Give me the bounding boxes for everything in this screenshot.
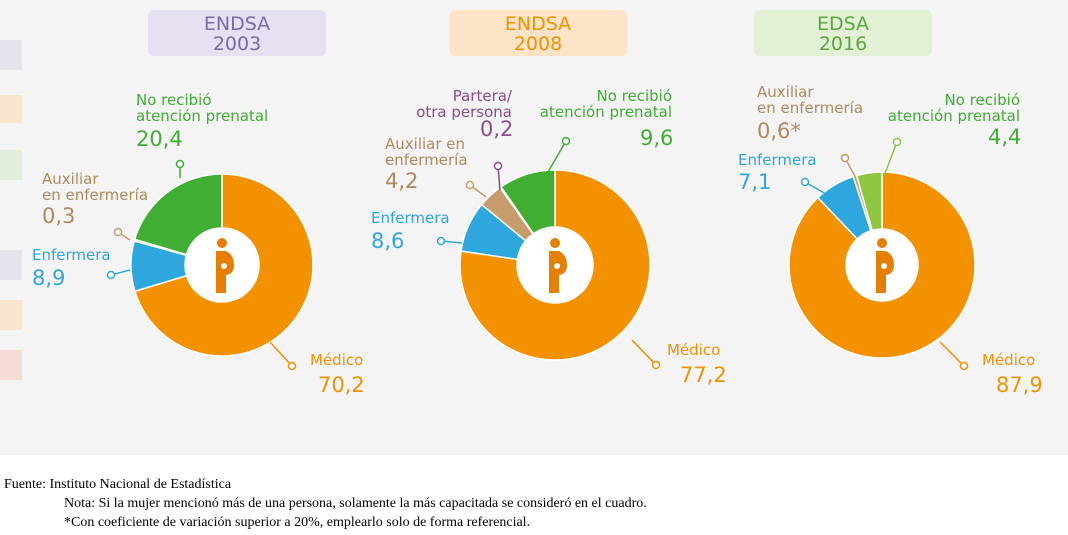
label-enfermera-2016: Enfermera: [738, 151, 817, 169]
badge-title-line2: 2008: [513, 33, 563, 55]
slice-no_recibio: [499, 169, 556, 235]
value-enfermera-2003: 8,9: [32, 266, 66, 290]
badge-endsa-2008: ENDSA 2008: [449, 10, 627, 56]
label-line2: atención prenatal: [136, 107, 269, 125]
donut-chart-2003: [106, 136, 976, 371]
badge-title-line1: ENDSA: [203, 13, 271, 35]
slice-no_recibio: [133, 173, 223, 256]
slice-medico: [133, 173, 314, 357]
badge-title-line1: EDSA: [816, 13, 870, 35]
badge-edsa-2016: EDSA 2016: [754, 10, 932, 56]
label-line1: No recibió: [944, 91, 1020, 109]
label-medico-2016: Médico: [982, 351, 1036, 369]
label-line1: Auxiliar en: [385, 135, 466, 153]
leader-dot-medico: [287, 361, 297, 371]
value-no-recibio-2003: 20,4: [136, 127, 183, 151]
leader-dot-no_recibio: [892, 137, 902, 147]
value-no-recibio-2016: 4,4: [988, 125, 1022, 149]
label-auxiliar-2016: Auxiliar en enfermería: [757, 84, 863, 116]
label-line1: Auxiliar: [42, 170, 99, 188]
label-line2: otra persona: [416, 103, 512, 121]
label-line1: Partera/: [452, 87, 512, 105]
footer: Fuente: Instituto Nacional de Estadístic…: [4, 475, 647, 532]
slice-no_recibio: [855, 171, 883, 232]
leader-dot-auxiliar: [465, 180, 475, 190]
label-medico-2008: Médico: [667, 341, 721, 359]
label-no-recibio-2016: No recibió atención prenatal: [884, 92, 1020, 124]
leader-line-medico: [939, 341, 965, 367]
leader-line-no_recibio: [547, 140, 567, 173]
leader-line-medico: [631, 339, 657, 366]
pregnant-woman-icon: [549, 238, 567, 293]
badge-title-line2: 2016: [818, 33, 868, 55]
label-no-recibio-2008: No recibió atención prenatal: [536, 88, 672, 120]
value-enfermera-2008: 8,6: [371, 229, 405, 253]
leader-dot-partera: [493, 161, 503, 171]
label-partera-2008: Partera/ otra persona: [412, 88, 512, 120]
label-line1: Auxiliar: [757, 83, 814, 101]
infographic-panel: ENDSA 2003 ENDSA 2008 EDSA 2016 No recib…: [0, 0, 1068, 455]
value-enfermera-2016: 7,1: [738, 170, 772, 194]
value-partera-2008: 0,2: [480, 117, 514, 141]
value-medico-2008: 77,2: [680, 363, 727, 387]
footer-note: Nota: Si la mujer mencionó más de una pe…: [64, 496, 647, 511]
label-line1: No recibió: [596, 87, 672, 105]
label-enfermera-2008: Enfermera: [371, 209, 450, 227]
leader-dot-auxiliar: [113, 227, 123, 237]
leader-line-no_recibio: [883, 141, 898, 177]
label-line2: atención prenatal: [887, 107, 1020, 125]
leader-dot-auxiliar: [840, 153, 850, 163]
label-no-recibio-2003: No recibió atención prenatal: [136, 92, 268, 124]
value-auxiliar-2016: 0,6*: [757, 119, 801, 143]
value-medico-2016: 87,9: [996, 373, 1043, 397]
value-no-recibio-2008: 9,6: [640, 126, 674, 150]
slice-medico: [788, 171, 976, 359]
decorative-stripes: [0, 0, 26, 455]
label-enfermera-2003: Enfermera: [32, 246, 111, 264]
badge-endsa-2003: ENDSA 2003: [148, 10, 326, 56]
label-line1: No recibió: [136, 91, 212, 109]
value-auxiliar-2003: 0,3: [42, 204, 76, 228]
label-line2: en enfermería: [42, 186, 149, 204]
label-line2: enfermería: [385, 151, 468, 169]
pregnant-woman-icon: [216, 238, 234, 293]
leader-dot-enfermera: [436, 236, 446, 246]
pregnant-woman-icon: [876, 238, 894, 293]
leader-dot-no_recibio: [175, 159, 185, 169]
leader-dot-medico: [651, 360, 661, 370]
badge-title-line1: ENDSA: [504, 13, 572, 35]
value-auxiliar-2008: 4,2: [385, 169, 419, 193]
label-auxiliar-2008: Auxiliar en enfermería: [385, 136, 468, 168]
badge-title-line2: 2003: [212, 33, 262, 55]
label-medico-2003: Médico: [310, 351, 364, 369]
label-line2: atención prenatal: [539, 103, 672, 121]
leader-dot-enfermera: [800, 177, 810, 187]
value-medico-2003: 70,2: [318, 373, 365, 397]
label-line2: en enfermería: [757, 99, 864, 117]
slice-medico: [459, 169, 651, 361]
leader-dot-medico: [959, 361, 969, 371]
footer-source: Fuente: Instituto Nacional de Estadístic…: [4, 477, 232, 492]
leader-line-medico: [269, 341, 293, 367]
footer-note-cv: *Con coeficiente de variación superior a…: [64, 515, 531, 530]
label-auxiliar-2003: Auxiliar en enfermería: [42, 171, 148, 203]
leader-dot-no_recibio: [561, 136, 571, 146]
leader-dot-enfermera: [106, 270, 116, 280]
